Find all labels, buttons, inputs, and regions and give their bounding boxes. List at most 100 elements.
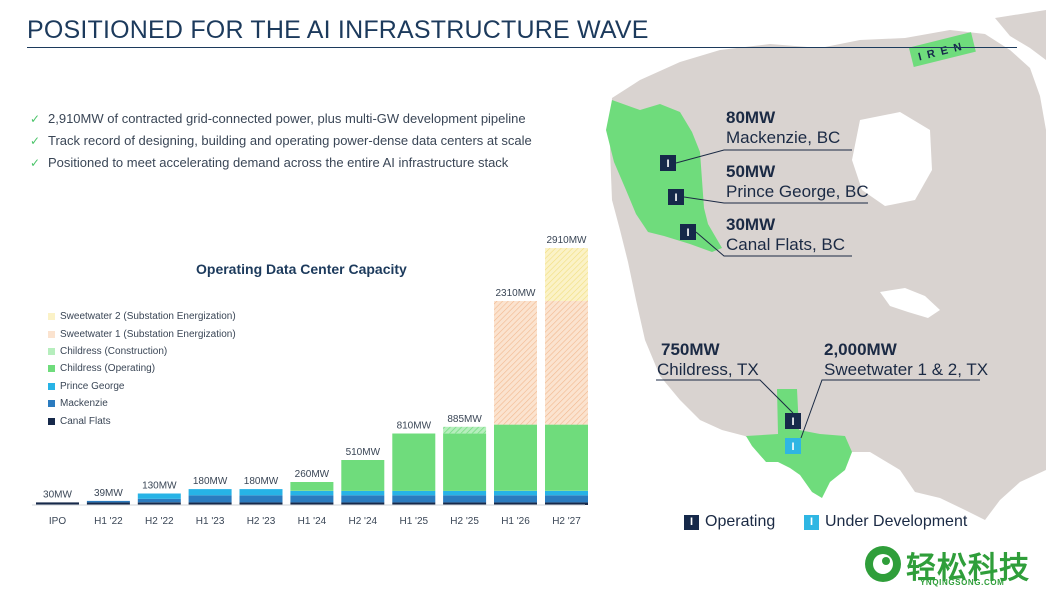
bar-segment <box>494 495 537 503</box>
check-icon: ✓ <box>30 112 41 126</box>
bar-segment <box>239 489 283 496</box>
legend-swatch <box>48 400 55 408</box>
site-label-mackenzie: 80MW Mackenzie, BC <box>726 108 840 148</box>
check-icon: ✓ <box>30 156 41 170</box>
bar-segment <box>341 490 385 496</box>
bar-segment <box>137 498 181 503</box>
site-capacity: 750MW <box>661 340 720 359</box>
bar-total-label: 130MW <box>142 481 177 492</box>
legend-swatch <box>48 382 55 390</box>
bar-segment <box>392 490 436 496</box>
legend-swatch <box>48 347 55 355</box>
x-tick-label: H1 '26 <box>501 516 530 527</box>
site-label-sweetwater: 2,000MW Sweetwater 1 & 2, TX <box>824 340 988 380</box>
legend-label: Childress (Operating) <box>60 363 156 375</box>
childress-marker-glyph: I <box>791 416 794 428</box>
great-lakes <box>880 288 940 318</box>
legend-label: Childress (Construction) <box>60 345 168 357</box>
bar-segment <box>494 424 537 491</box>
under-development-marker-icon: I <box>804 514 819 530</box>
bar-segment <box>239 502 283 505</box>
canada-us-landmass <box>610 30 1046 520</box>
site-name: Prince George, BC <box>726 182 869 201</box>
bar-total-label: 885MW <box>447 414 482 425</box>
legend-item: Childress (Operating) <box>48 360 236 377</box>
site-name: Childress, TX <box>657 360 759 379</box>
bar-segment <box>443 426 487 434</box>
title-divider <box>27 47 1017 48</box>
watermark-text: 轻松科技 <box>906 552 1030 585</box>
mackenzie-marker-icon <box>660 155 676 171</box>
map-legend-under-development: I Under Development <box>804 513 967 531</box>
site-label-prince-george: 50MW Prince George, BC <box>726 162 869 202</box>
map-legend-operating: I Operating <box>684 513 775 531</box>
childress-leader-line <box>656 379 794 414</box>
bar-segment <box>443 495 487 503</box>
x-tick-label: H2 '25 <box>450 516 479 527</box>
site-capacity: 50MW <box>726 162 776 181</box>
bar-total-label: 260MW <box>295 469 330 480</box>
check-icon: ✓ <box>30 134 41 148</box>
legend-swatch <box>48 313 55 321</box>
prince-george-leader-line <box>683 196 868 204</box>
bullet-text: Track record of designing, building and … <box>48 133 532 148</box>
legend-item: Sweetwater 1 (Substation Energization) <box>48 325 236 342</box>
canal-flats-marker-glyph: I <box>686 227 689 239</box>
site-label-childress: 750MW Childress, TX <box>657 340 759 380</box>
bar-segment <box>290 502 334 505</box>
site-capacity: 30MW <box>726 215 776 234</box>
bullet-item: ✓ Track record of designing, building and… <box>30 130 532 152</box>
prince-george-marker-glyph: I <box>674 192 677 204</box>
bar-segment <box>392 495 436 503</box>
bullet-item: ✓ Positioned to meet accelerating demand … <box>30 152 532 174</box>
x-tick-label: IPO <box>49 516 66 527</box>
x-tick-label: H2 '24 <box>349 516 378 527</box>
bullet-text: Positioned to meet accelerating demand a… <box>48 155 509 170</box>
bar-segment <box>290 482 334 491</box>
operating-marker-icon: I <box>684 514 699 530</box>
x-tick-label: H1 '25 <box>400 516 429 527</box>
bar-segment <box>341 495 385 503</box>
legend-swatch <box>48 365 55 373</box>
bar-total-label: 30MW <box>43 489 72 500</box>
site-capacity: 80MW <box>726 108 776 127</box>
bar-segment <box>137 493 181 499</box>
sweetwater-leader-line <box>800 379 980 439</box>
bar-total-label: 180MW <box>244 476 279 487</box>
mackenzie-marker-glyph: I <box>666 158 669 170</box>
legend-label: Sweetwater 2 (Substation Energization) <box>60 311 236 323</box>
bar-segment <box>290 495 334 503</box>
bar-segment <box>36 502 79 505</box>
bar-segment <box>545 424 588 491</box>
site-name: Canal Flats, BC <box>726 235 846 254</box>
canal-flats-marker-icon <box>680 224 696 240</box>
x-tick-label: H2 '27 <box>552 516 581 527</box>
bar-total-label: 510MW <box>346 447 381 458</box>
legend-label: Under Development <box>825 513 968 530</box>
childress-marker-icon <box>785 413 801 429</box>
legend-swatch <box>48 330 55 338</box>
bullet-text: 2,910MW of contracted grid-connected pow… <box>48 111 526 126</box>
bar-segment <box>545 248 588 301</box>
bar-segment <box>392 502 436 505</box>
bar-segment <box>137 502 181 505</box>
bar-total-label: 180MW <box>193 476 228 487</box>
bar-total-label: 2310MW <box>495 288 536 299</box>
bar-total-label: 2910MW <box>546 235 587 246</box>
bar-total-label: 810MW <box>397 421 432 432</box>
bar-segment <box>494 502 537 505</box>
watermark-subtext: YNQINGSONG.COM <box>920 578 1005 587</box>
site-name: Mackenzie, BC <box>726 128 841 147</box>
british-columbia-region <box>606 100 722 252</box>
bar-segment <box>290 490 334 496</box>
x-tick-label: H1 '24 <box>298 516 327 527</box>
x-tick-label: H1 '22 <box>94 516 123 527</box>
prince-george-marker-icon <box>668 189 684 205</box>
legend-item: Canal Flats <box>48 412 236 429</box>
bar-segment <box>443 433 487 491</box>
site-capacity: 2,000MW <box>824 340 897 359</box>
bar-segment <box>239 495 283 503</box>
x-tick-label: H2 '22 <box>145 516 174 527</box>
legend-item: Sweetwater 2 (Substation Energization) <box>48 308 236 325</box>
